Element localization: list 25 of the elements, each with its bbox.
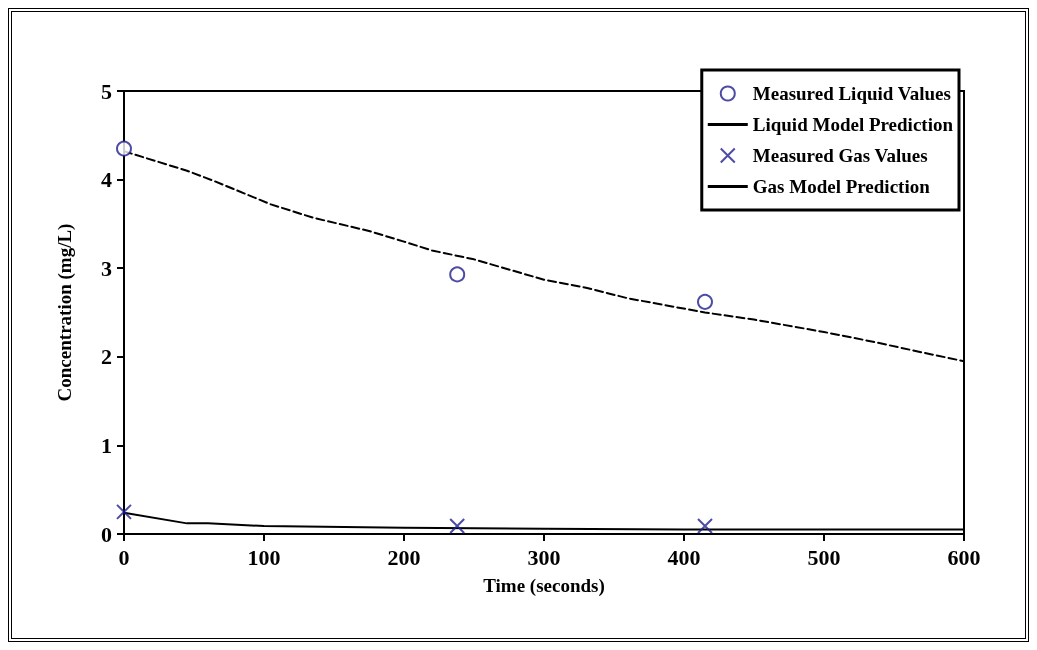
x-tick-label: 0 <box>118 544 130 570</box>
x-tick-label: 600 <box>947 544 981 570</box>
y-tick-label: 1 <box>101 432 112 458</box>
point <box>449 518 466 535</box>
x-tick-label: 400 <box>667 544 701 570</box>
y-tick-label: 0 <box>101 521 112 547</box>
legend-label: Measured Liquid Values <box>752 83 951 104</box>
y-tick-label: 5 <box>101 78 112 104</box>
x-tick-label: 200 <box>387 544 421 570</box>
legend-label: Gas Model Prediction <box>752 176 931 197</box>
legend-label: Measured Gas Values <box>752 145 928 166</box>
x-tick-label: 500 <box>807 544 841 570</box>
point <box>116 140 132 157</box>
y-axis-title: Concentration (mg/L) <box>54 223 76 402</box>
legend-label: Liquid Model Prediction <box>752 114 954 135</box>
point <box>697 518 713 535</box>
x-axis-title: Time (seconds) <box>483 575 605 597</box>
point <box>116 503 132 520</box>
x-tick-label: 100 <box>247 544 281 570</box>
point <box>697 293 713 310</box>
point <box>449 266 466 283</box>
x-tick-label: 300 <box>527 544 561 570</box>
y-tick-label: 2 <box>101 344 112 370</box>
y-tick-label: 3 <box>101 255 112 281</box>
y-tick-label: 4 <box>101 167 112 193</box>
